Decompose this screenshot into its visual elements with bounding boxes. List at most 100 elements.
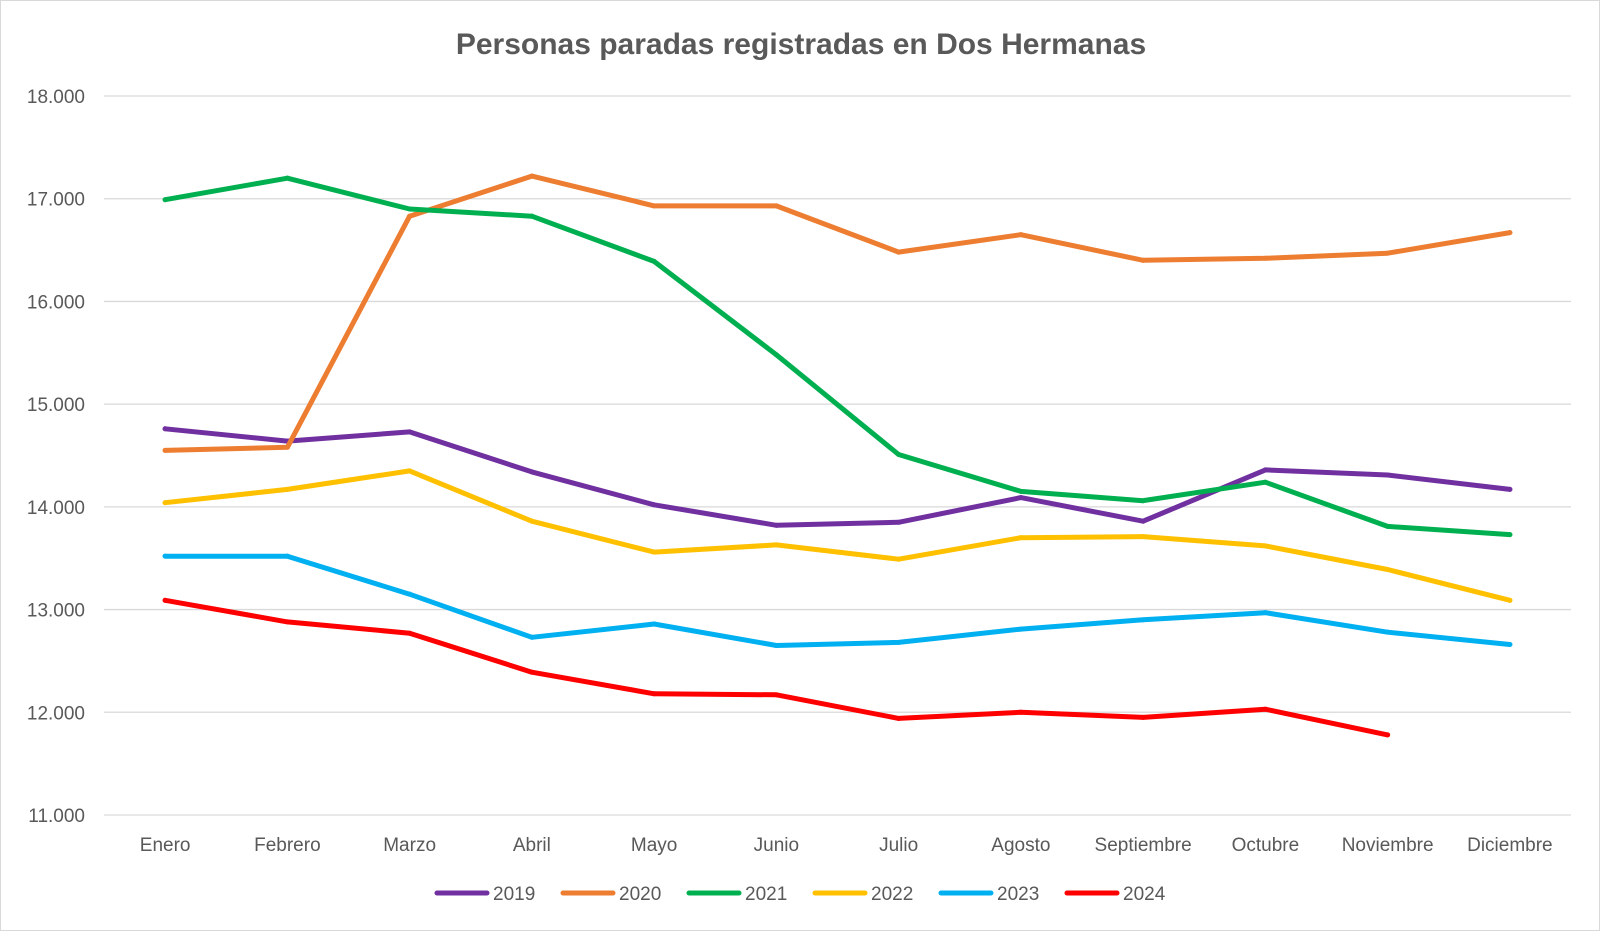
data-point-2023 <box>407 591 413 597</box>
y-tick-label: 17.000 <box>27 190 85 211</box>
data-point-2024 <box>896 715 902 721</box>
data-point-2022 <box>651 549 657 555</box>
data-point-2022 <box>773 542 779 548</box>
legend-item-2024: 2024 <box>1064 884 1166 905</box>
y-axis-tick-labels: 11.000 12.000 13.000 14.000 15.000 16.000 17.0… <box>27 87 85 827</box>
x-tick-label: Mayo <box>631 835 677 856</box>
x-tick-label: Abril <box>513 835 551 856</box>
legend-label: 2021 <box>745 884 787 905</box>
series-lines <box>162 173 1513 738</box>
legend-item-2022: 2022 <box>812 884 913 905</box>
legend-item-2023: 2023 <box>938 884 1039 905</box>
data-point-2019 <box>1018 495 1024 501</box>
data-point-2023 <box>284 553 290 559</box>
chart-title: Personas paradas registradas en Dos Herm… <box>456 28 1146 61</box>
data-point-2024 <box>1262 706 1268 712</box>
x-tick-label: Marzo <box>383 835 436 856</box>
data-point-2022 <box>407 468 413 474</box>
data-point-2024 <box>284 619 290 625</box>
data-point-2021 <box>651 258 657 264</box>
legend-label: 2020 <box>619 884 661 905</box>
data-point-2023 <box>1018 626 1024 632</box>
x-axis-tick-labels: Enero Febrero Marzo Abril Mayo Junio Julio Agos… <box>140 835 1553 856</box>
series-line-2020 <box>162 173 1513 453</box>
data-point-2023 <box>1507 641 1513 647</box>
data-point-2024 <box>529 669 535 675</box>
data-point-2024 <box>162 597 168 603</box>
legend-item-2020: 2020 <box>560 884 661 905</box>
data-point-2022 <box>1262 543 1268 549</box>
series-line-2021 <box>162 175 1513 538</box>
data-point-2019 <box>1262 467 1268 473</box>
data-point-2024 <box>407 630 413 636</box>
data-point-2020 <box>1507 230 1513 236</box>
data-point-2021 <box>284 175 290 181</box>
data-point-2019 <box>896 519 902 525</box>
data-point-2019 <box>407 429 413 435</box>
data-point-2022 <box>1140 534 1146 540</box>
data-point-2020 <box>1385 250 1391 256</box>
y-tick-label: 18.000 <box>27 87 85 108</box>
data-point-2019 <box>1385 472 1391 478</box>
data-point-2020 <box>162 447 168 453</box>
data-point-2022 <box>1385 567 1391 573</box>
legend-label: 2019 <box>493 884 535 905</box>
series-line-2024 <box>162 597 1391 738</box>
data-point-2022 <box>529 518 535 524</box>
legend-item-2021: 2021 <box>686 884 787 905</box>
data-point-2020 <box>1140 257 1146 263</box>
data-point-2022 <box>896 556 902 562</box>
y-tick-label: 11.000 <box>28 806 85 827</box>
data-point-2020 <box>651 203 657 209</box>
x-tick-label: Septiembre <box>1095 835 1192 856</box>
x-tick-label: Febrero <box>254 835 321 856</box>
x-tick-label: Junio <box>754 835 799 856</box>
data-point-2021 <box>1507 532 1513 538</box>
x-tick-label: Diciembre <box>1467 835 1553 856</box>
data-point-2023 <box>896 639 902 645</box>
y-tick-label: 15.000 <box>27 395 85 416</box>
data-point-2023 <box>162 553 168 559</box>
data-point-2021 <box>896 451 902 457</box>
data-point-2023 <box>651 621 657 627</box>
data-point-2022 <box>284 486 290 492</box>
y-tick-label: 12.000 <box>27 703 85 724</box>
y-tick-label: 14.000 <box>27 498 85 519</box>
data-point-2019 <box>162 426 168 432</box>
data-point-2021 <box>1385 523 1391 529</box>
data-point-2020 <box>407 213 413 219</box>
data-point-2021 <box>529 213 535 219</box>
data-point-2022 <box>162 500 168 506</box>
x-tick-label: Agosto <box>991 835 1050 856</box>
data-point-2020 <box>1262 255 1268 261</box>
data-point-2020 <box>1018 232 1024 238</box>
series-line-2019 <box>162 426 1513 528</box>
data-point-2023 <box>1140 617 1146 623</box>
data-point-2019 <box>1507 486 1513 492</box>
data-point-2021 <box>773 352 779 358</box>
data-point-2020 <box>896 249 902 255</box>
data-point-2021 <box>162 197 168 203</box>
legend: 2019 2020 2021 2022 2023 2024 <box>434 884 1166 905</box>
data-point-2024 <box>1018 709 1024 715</box>
x-tick-label: Noviembre <box>1342 835 1434 856</box>
x-tick-label: Julio <box>879 835 918 856</box>
data-point-2021 <box>407 206 413 212</box>
series-line-2022 <box>162 468 1513 603</box>
data-point-2019 <box>773 522 779 528</box>
x-tick-label: Octubre <box>1232 835 1300 856</box>
data-point-2020 <box>773 203 779 209</box>
data-point-2019 <box>1140 518 1146 524</box>
data-point-2020 <box>284 444 290 450</box>
y-tick-label: 16.000 <box>27 292 85 313</box>
data-point-2023 <box>529 634 535 640</box>
data-point-2021 <box>1140 498 1146 504</box>
data-point-2019 <box>529 469 535 475</box>
data-point-2023 <box>1385 629 1391 635</box>
x-tick-label: Enero <box>140 835 191 856</box>
data-point-2019 <box>651 502 657 508</box>
data-point-2023 <box>1262 610 1268 616</box>
legend-item-2019: 2019 <box>434 884 535 905</box>
